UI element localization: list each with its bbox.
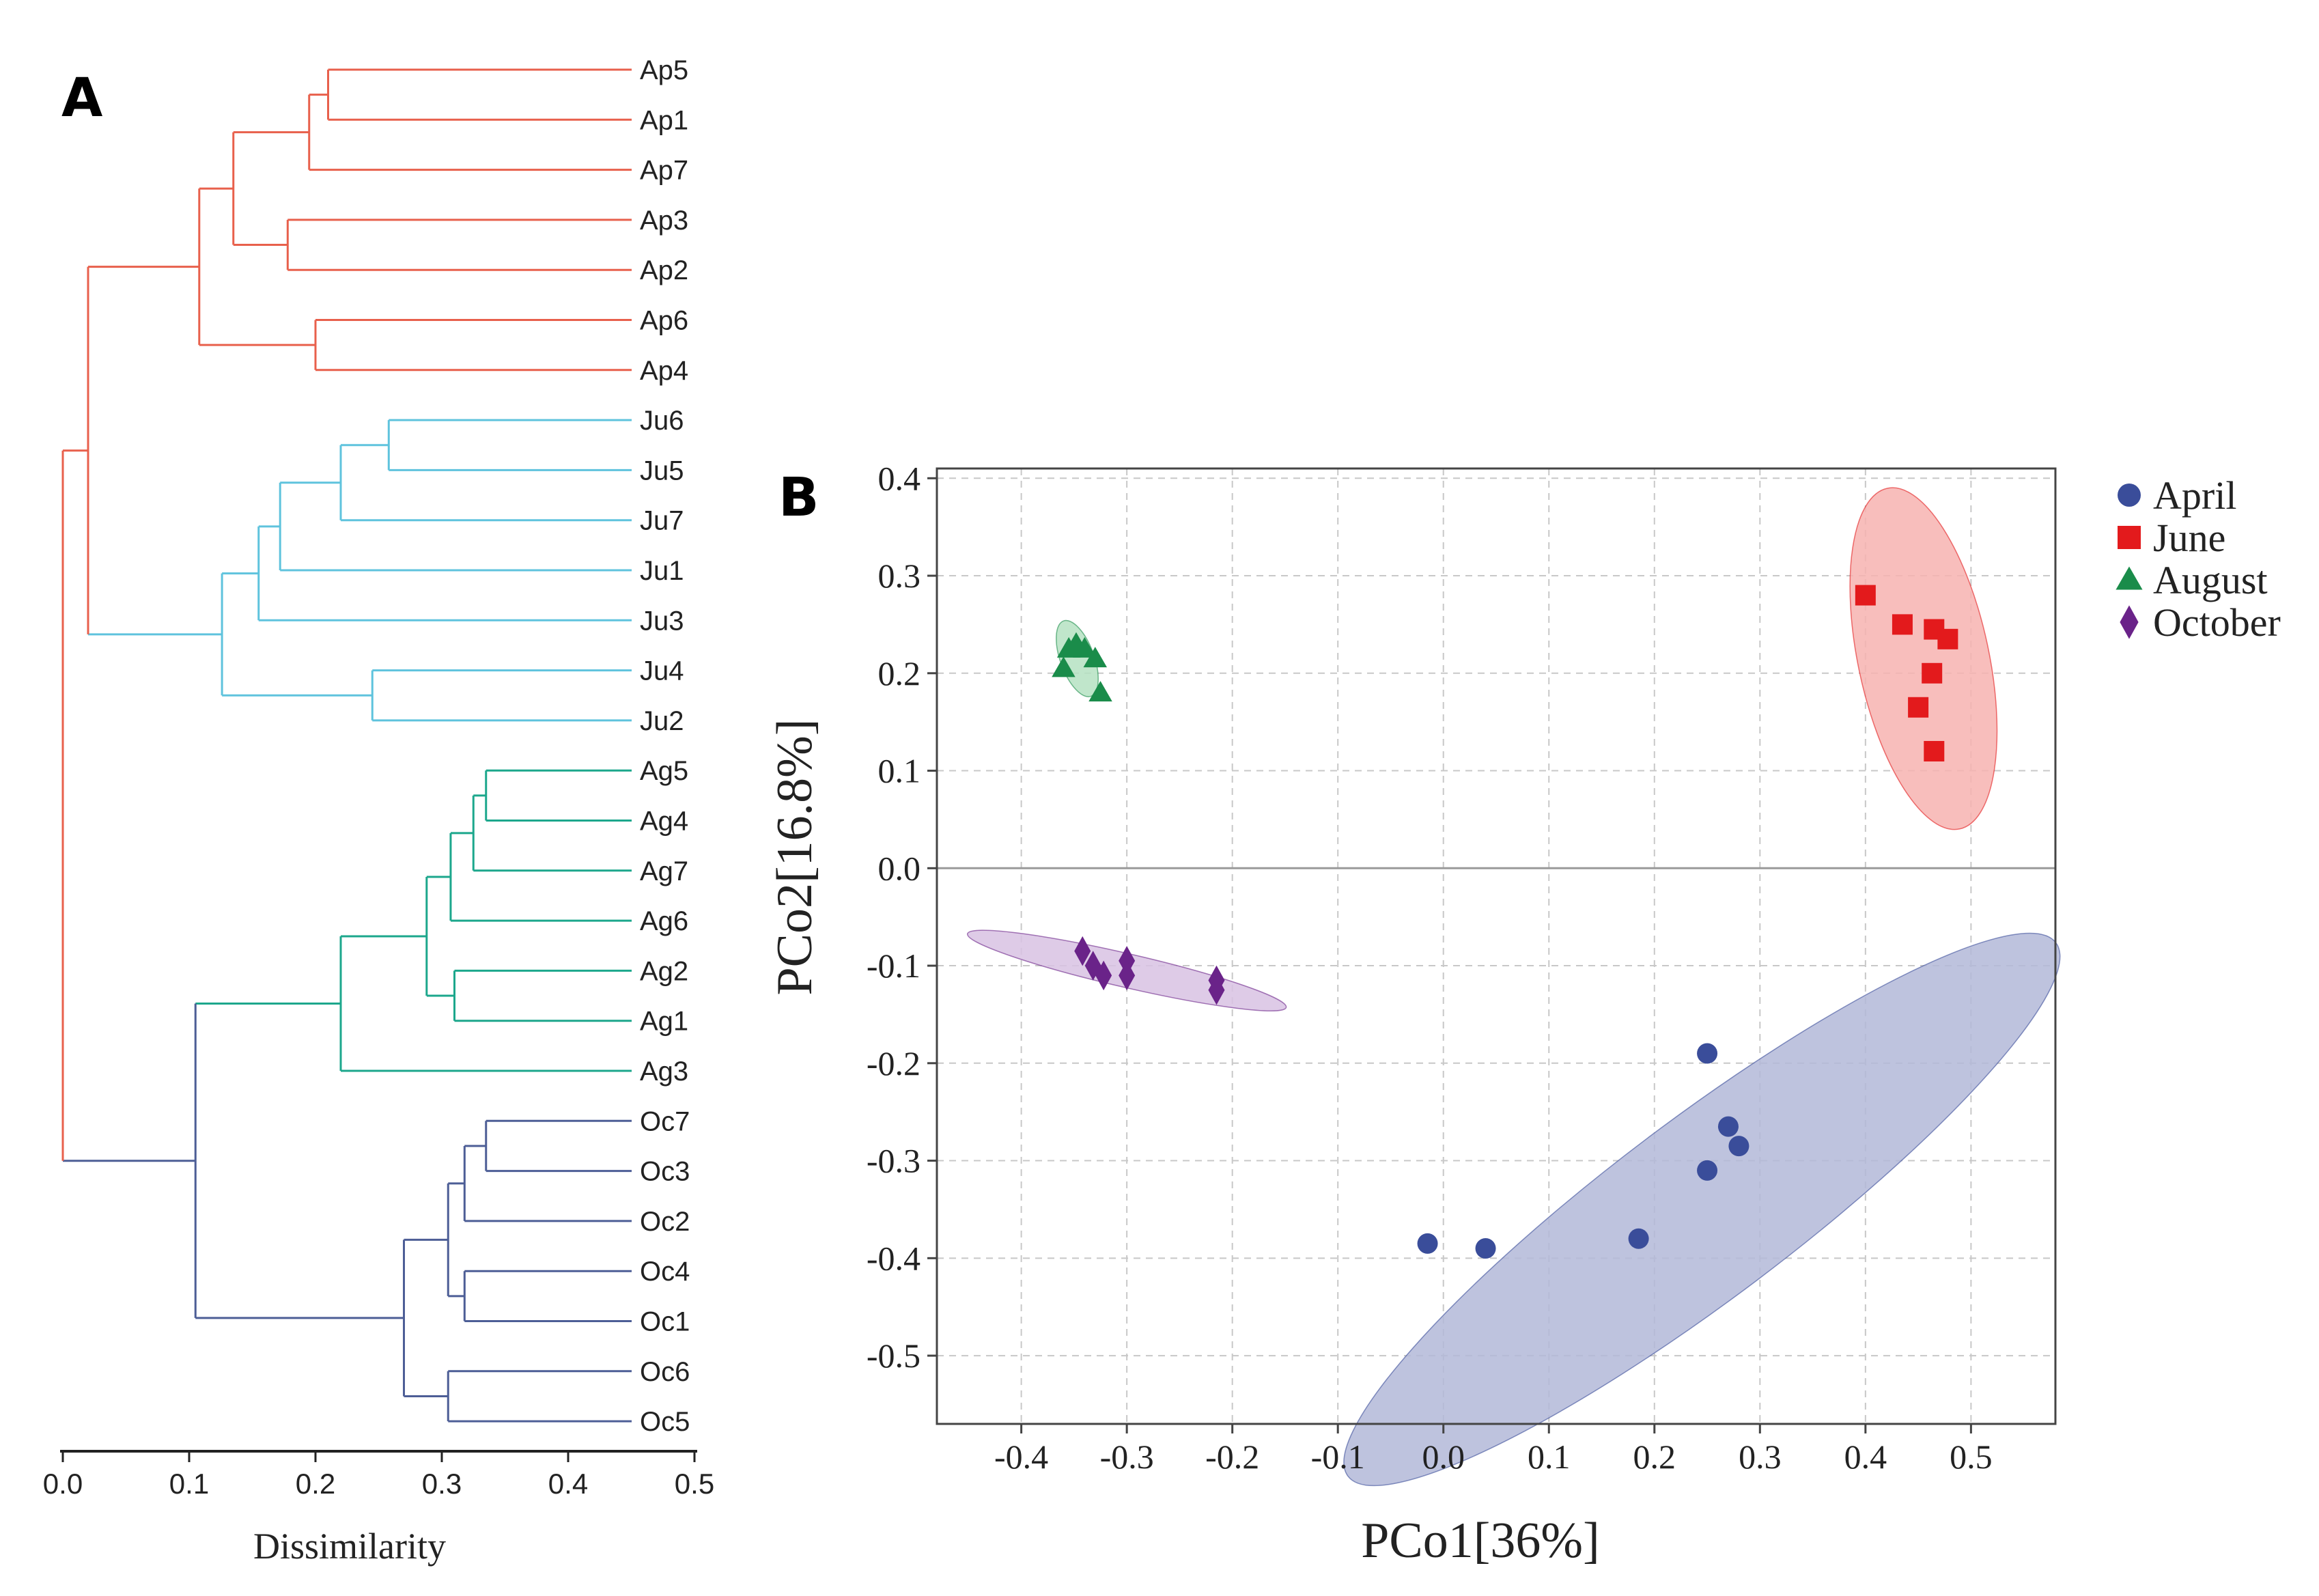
x-tick-label: 0.4 bbox=[1844, 1438, 1887, 1476]
x-tick-label: 0.3 bbox=[1739, 1438, 1782, 1476]
leaf-label-ag1: Ag1 bbox=[640, 1007, 688, 1037]
x-tick-label: -0.4 bbox=[994, 1438, 1048, 1476]
x-tick-label: -0.2 bbox=[1205, 1438, 1259, 1476]
data-point-june bbox=[1922, 662, 1943, 684]
dendrogram-x-tick-label: 0.0 bbox=[43, 1468, 83, 1500]
data-point-april bbox=[1628, 1228, 1649, 1249]
data-point-october bbox=[1119, 960, 1136, 991]
leaf-label-ag7: Ag7 bbox=[640, 856, 688, 886]
leaf-label-oc6: Oc6 bbox=[640, 1357, 690, 1387]
legend-label-october: October bbox=[2153, 600, 2281, 645]
y-tick-label: 0.4 bbox=[878, 459, 921, 497]
y-tick-label: -0.1 bbox=[867, 947, 920, 985]
dendrogram-x-tick-label: 0.2 bbox=[296, 1468, 335, 1500]
data-point-june bbox=[1855, 585, 1876, 606]
x-tick-label: 0.1 bbox=[1528, 1438, 1571, 1476]
data-point-august bbox=[1083, 647, 1108, 668]
legend-label-june: June bbox=[2153, 516, 2225, 560]
leaf-label-ju1: Ju1 bbox=[640, 556, 684, 586]
x-tick-label: 0.0 bbox=[1422, 1438, 1465, 1476]
data-point-june bbox=[1892, 614, 1913, 635]
x-tick-label: 0.2 bbox=[1633, 1438, 1676, 1476]
x-tick-label: -0.1 bbox=[1311, 1438, 1365, 1476]
leaf-label-ap5: Ap5 bbox=[640, 55, 688, 85]
y-tick-label: 0.2 bbox=[878, 654, 921, 692]
leaf-label-ap4: Ap4 bbox=[640, 356, 688, 386]
leaf-label-ag3: Ag3 bbox=[640, 1056, 688, 1087]
leaf-label-ju7: Ju7 bbox=[640, 506, 684, 536]
data-point-august bbox=[1073, 636, 1097, 658]
data-point-august bbox=[1052, 656, 1076, 677]
x-tick-label: -0.3 bbox=[1100, 1438, 1154, 1476]
y-tick-label: 0.1 bbox=[878, 752, 921, 790]
data-point-april bbox=[1728, 1136, 1749, 1157]
dendrogram-x-tick-label: 0.5 bbox=[675, 1468, 714, 1500]
leaf-label-ju2: Ju2 bbox=[640, 706, 684, 736]
data-point-june bbox=[1908, 697, 1929, 718]
data-point-april bbox=[1717, 1116, 1739, 1137]
data-point-october bbox=[1074, 936, 1091, 966]
dendrogram-x-tick-label: 0.4 bbox=[548, 1468, 588, 1500]
leaf-label-ju3: Ju3 bbox=[640, 606, 684, 636]
leaf-label-ap1: Ap1 bbox=[640, 105, 688, 135]
dendrogram-x-axis-label: Dissimilarity bbox=[253, 1526, 446, 1567]
dendrogram-x-tick-label: 0.3 bbox=[422, 1468, 462, 1500]
leaf-label-ag5: Ag5 bbox=[640, 756, 688, 786]
leaf-label-oc4: Oc4 bbox=[640, 1257, 690, 1287]
legend-label-april: April bbox=[2153, 473, 2236, 518]
data-point-april bbox=[1697, 1043, 1718, 1064]
data-point-june bbox=[1937, 628, 1958, 649]
x-tick-label: 0.5 bbox=[1950, 1438, 1993, 1476]
legend-marker-april bbox=[2118, 484, 2141, 507]
dendrogram: Ap5 Ap1 Ap7 Ap3 Ap2 Ap6 Ap4 Ju6 Ju5 Ju7 Ju1 Ju3 Ju4 J… bbox=[43, 55, 714, 1500]
leaf-label-ju4: Ju4 bbox=[640, 656, 684, 686]
leaf-label-oc2: Oc2 bbox=[640, 1207, 690, 1237]
leaf-label-ap2: Ap2 bbox=[640, 255, 688, 285]
legend-marker-august bbox=[2116, 566, 2143, 590]
data-point-august bbox=[1088, 681, 1112, 702]
pcoa-plot: -0.4 -0.3 -0.2 -0.1 0.0 0.1 0.2 0.3 0.4 0.5 0.4 0.3… bbox=[867, 459, 2061, 1487]
y-tick-label: -0.5 bbox=[867, 1336, 920, 1375]
y-tick-label: 0.3 bbox=[878, 557, 921, 595]
leaf-label-oc1: Oc1 bbox=[640, 1307, 690, 1337]
legend-label-august: August bbox=[2153, 558, 2268, 602]
data-point-april bbox=[1417, 1233, 1438, 1254]
pcoa-x-axis-label: PCo1[36%] bbox=[1361, 1513, 1599, 1569]
pcoa-y-axis-label: PCo2[16.8%] bbox=[767, 719, 823, 996]
y-tick-label: 0.0 bbox=[878, 849, 921, 887]
y-tick-label: -0.2 bbox=[867, 1044, 920, 1082]
leaf-label-oc7: Oc7 bbox=[640, 1106, 690, 1136]
leaf-label-ag6: Ag6 bbox=[640, 906, 688, 936]
leaf-label-ju6: Ju6 bbox=[640, 406, 684, 436]
y-tick-label: -0.3 bbox=[867, 1142, 920, 1180]
data-point-june bbox=[1924, 740, 1945, 761]
leaf-label-oc3: Oc3 bbox=[640, 1157, 690, 1187]
data-point-october bbox=[1208, 975, 1225, 1005]
leaf-label-oc5: Oc5 bbox=[640, 1407, 690, 1437]
dendrogram-x-tick-label: 0.1 bbox=[169, 1468, 209, 1500]
leaf-label-ju5: Ju5 bbox=[640, 456, 684, 486]
leaf-label-ap6: Ap6 bbox=[640, 306, 688, 336]
leaf-label-ag2: Ag2 bbox=[640, 956, 688, 986]
data-point-april bbox=[1475, 1238, 1496, 1259]
legend-marker-october bbox=[2120, 605, 2139, 639]
confidence-ellipse-june bbox=[1849, 487, 1998, 830]
panel-a-letter: A bbox=[61, 68, 102, 129]
data-point-october bbox=[1095, 960, 1112, 991]
y-tick-label: -0.4 bbox=[867, 1239, 920, 1277]
plot-frame bbox=[936, 467, 2057, 1425]
leaf-label-ap3: Ap3 bbox=[640, 206, 688, 236]
legend-marker-june bbox=[2118, 526, 2141, 549]
data-point-april bbox=[1697, 1160, 1718, 1181]
leaf-label-ap7: Ap7 bbox=[640, 156, 688, 186]
leaf-label-ag4: Ag4 bbox=[640, 807, 688, 837]
panel-b-letter: B bbox=[778, 467, 819, 529]
